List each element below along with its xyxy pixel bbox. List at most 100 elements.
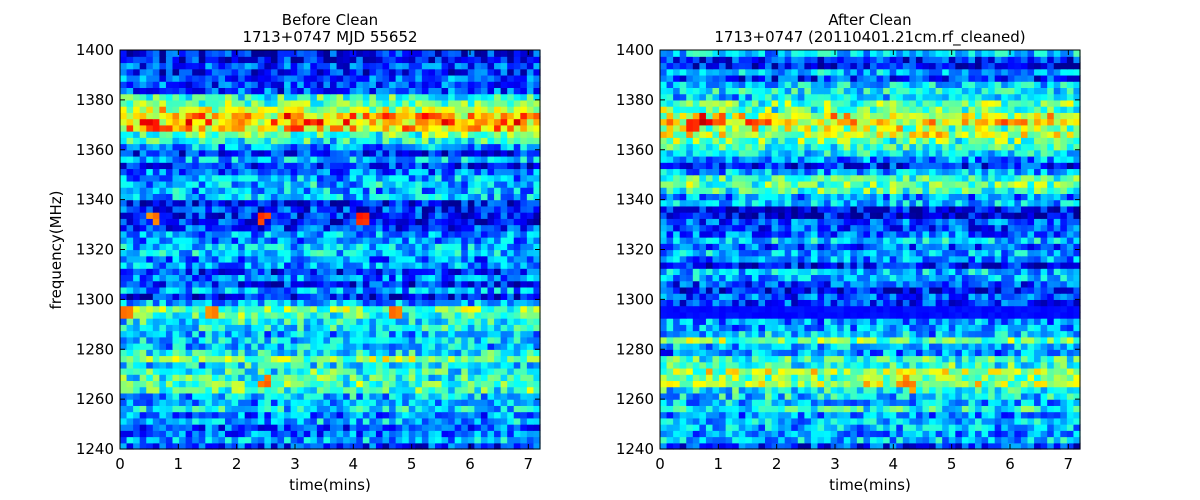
heatmap-cell bbox=[290, 243, 298, 251]
heatmap-cell bbox=[500, 199, 508, 207]
heatmap-cell bbox=[303, 168, 311, 176]
heatmap-cell bbox=[461, 286, 469, 294]
heatmap-cell bbox=[889, 405, 897, 413]
heatmap-cell bbox=[297, 230, 305, 238]
heatmap-cell bbox=[316, 162, 325, 170]
heatmap-cell bbox=[277, 392, 285, 400]
heatmap-cell bbox=[330, 62, 338, 70]
heatmap-cell bbox=[139, 255, 147, 263]
heatmap-cell bbox=[185, 336, 193, 344]
heatmap-cell bbox=[211, 193, 220, 201]
heatmap-cell bbox=[270, 293, 279, 300]
heatmap-cell bbox=[454, 56, 462, 64]
heatmap-cell bbox=[152, 187, 160, 194]
heatmap-cell bbox=[692, 424, 700, 431]
heatmap-cell bbox=[323, 224, 331, 232]
heatmap-cell bbox=[876, 374, 884, 382]
heatmap-cell bbox=[428, 199, 436, 207]
heatmap-cell bbox=[297, 261, 305, 269]
heatmap-cell bbox=[257, 386, 265, 394]
heatmap-cell bbox=[467, 118, 475, 126]
heatmap-cell bbox=[349, 155, 357, 163]
heatmap-cell bbox=[133, 81, 141, 88]
heatmap-cell bbox=[362, 62, 370, 70]
heatmap-cell bbox=[467, 168, 475, 176]
heatmap-cell bbox=[382, 174, 390, 182]
heatmap-cell bbox=[415, 318, 423, 325]
heatmap-cell bbox=[185, 411, 193, 419]
heatmap-cell bbox=[218, 442, 226, 450]
heatmap-cell bbox=[277, 162, 285, 170]
heatmap-cell bbox=[474, 137, 482, 145]
heatmap-cell bbox=[290, 311, 298, 319]
heatmap-cell bbox=[1027, 374, 1035, 382]
heatmap-cell bbox=[146, 218, 154, 226]
heatmap-cell bbox=[185, 124, 193, 132]
heatmap-cell bbox=[172, 137, 180, 145]
heatmap-cell bbox=[830, 417, 838, 425]
heatmap-cell bbox=[922, 380, 930, 388]
heatmap-cell bbox=[343, 137, 351, 145]
heatmap-cell bbox=[480, 405, 489, 413]
heatmap-cell bbox=[810, 367, 819, 375]
heatmap-cell bbox=[270, 286, 279, 294]
heatmap-cell bbox=[146, 361, 154, 369]
heatmap-cell bbox=[428, 237, 436, 244]
heatmap-cell bbox=[139, 93, 147, 101]
heatmap-cell bbox=[902, 374, 910, 382]
heatmap-cell bbox=[487, 280, 495, 288]
heatmap-cell bbox=[487, 155, 495, 163]
heatmap-cell bbox=[225, 417, 233, 425]
heatmap-cell bbox=[705, 399, 714, 406]
heatmap-cell bbox=[994, 386, 1002, 394]
heatmap-cell bbox=[480, 205, 489, 213]
heatmap-cell bbox=[526, 311, 535, 319]
heatmap-cell bbox=[185, 330, 193, 338]
heatmap-cell bbox=[172, 280, 180, 288]
heatmap-cell bbox=[323, 243, 331, 251]
heatmap-cell bbox=[896, 424, 904, 431]
heatmap-cell bbox=[179, 286, 187, 294]
heatmap-cell bbox=[264, 106, 272, 113]
heatmap-cell bbox=[771, 411, 779, 419]
heatmap-cell bbox=[277, 380, 285, 388]
heatmap-cell bbox=[389, 268, 397, 276]
heatmap-cell bbox=[520, 380, 528, 388]
heatmap-cell bbox=[120, 442, 128, 450]
heatmap-cell bbox=[533, 355, 541, 363]
heatmap-cell bbox=[231, 237, 239, 244]
heatmap-cell bbox=[179, 212, 187, 219]
heatmap-cell bbox=[172, 367, 180, 375]
heatmap-cell bbox=[159, 162, 167, 170]
heatmap-cell bbox=[494, 343, 502, 350]
heatmap-cell bbox=[159, 268, 167, 276]
heatmap-cell bbox=[205, 361, 213, 369]
heatmap-cell bbox=[198, 81, 206, 88]
heatmap-cell bbox=[533, 81, 541, 88]
heatmap-cell bbox=[870, 367, 878, 375]
heatmap-cell bbox=[395, 280, 403, 288]
heatmap-cell bbox=[251, 62, 259, 70]
heatmap-cell bbox=[435, 424, 443, 431]
heatmap-cell bbox=[369, 243, 377, 251]
heatmap-cell bbox=[692, 361, 700, 369]
heatmap-cell bbox=[349, 93, 357, 101]
heatmap-cell bbox=[705, 430, 714, 438]
heatmap-cell bbox=[382, 193, 390, 201]
heatmap-cell bbox=[435, 212, 443, 219]
heatmap-cell bbox=[929, 380, 937, 388]
heatmap-cell bbox=[310, 249, 318, 257]
heatmap-cell bbox=[303, 442, 311, 450]
heatmap-cell bbox=[120, 318, 128, 325]
heatmap-cell bbox=[323, 430, 331, 438]
heatmap-cell bbox=[343, 106, 351, 113]
heatmap-cell bbox=[343, 343, 351, 350]
heatmap-cell bbox=[520, 286, 528, 294]
heatmap-cell bbox=[264, 436, 272, 444]
heatmap-cell bbox=[172, 50, 180, 57]
heatmap-cell bbox=[330, 255, 338, 263]
heatmap-cell bbox=[330, 212, 338, 219]
heatmap-cell bbox=[402, 62, 410, 70]
heatmap-cell bbox=[850, 386, 858, 394]
